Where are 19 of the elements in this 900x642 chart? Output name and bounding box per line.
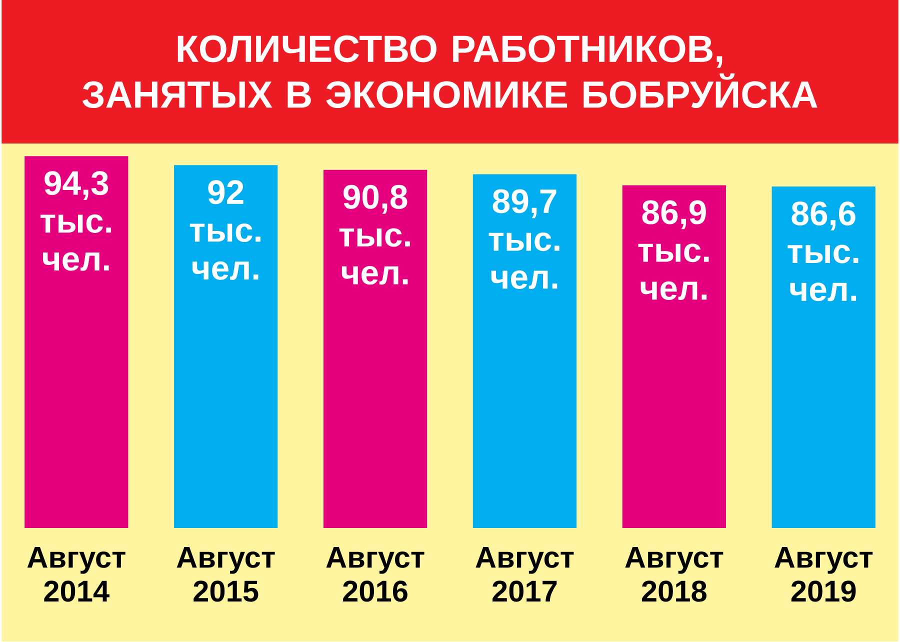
data-label: 86,9 тыс. чел.	[638, 200, 709, 300]
x-tick-label: Август 2018	[625, 547, 724, 602]
x-tick-label: Август 2019	[774, 547, 873, 602]
x-tick-label: Август 2017	[476, 547, 574, 602]
x-tick-label: Август 2015	[176, 547, 275, 602]
data-label: 90,8 тыс. чел.	[339, 185, 410, 285]
bar	[174, 165, 278, 528]
x-tick-label: Август 2016	[326, 547, 424, 602]
data-label: 94,3 тыс. чел.	[40, 171, 111, 271]
data-label: 89,7 тыс. чел.	[488, 189, 560, 290]
bar	[472, 174, 577, 528]
chart-title: КОЛИЧЕСТВО РАБОТНИКОВ, ЗАНЯТЫХ В ЭКОНОМИКЕ БОБРУЙСКА	[82, 36, 818, 108]
bar	[622, 185, 726, 528]
data-label: 92 тыс. чел.	[190, 180, 260, 280]
bar	[24, 156, 128, 528]
bar	[323, 170, 428, 528]
bar	[772, 186, 876, 528]
data-label: 86,6 тыс. чел.	[788, 202, 858, 302]
x-tick-label: Август 2014	[27, 547, 126, 602]
